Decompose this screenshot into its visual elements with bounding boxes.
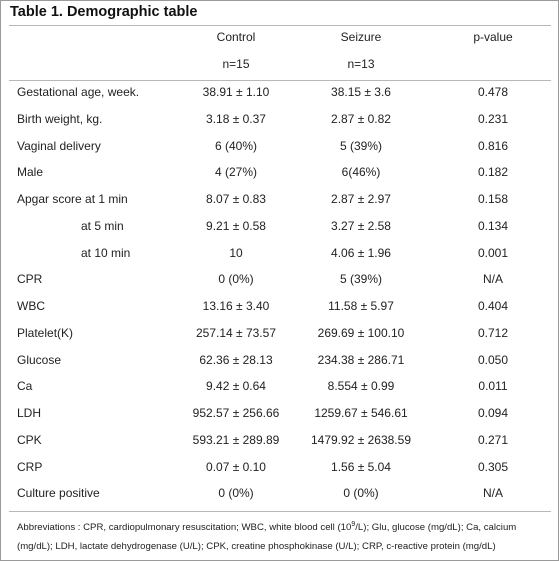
table-row: Vaginal delivery 6 (40%) 5 (39%) 0.816 [1,136,558,156]
seizure-value: 1479.92 ± 2638.59 [310,433,411,447]
row-label: Apgar score at 1 min [17,192,128,206]
p-value: 0.182 [477,165,509,179]
p-value: 0.158 [477,192,509,206]
p-value: 0.134 [477,219,509,233]
p-value: 0.011 [478,379,508,393]
table-row: CPR 0 (0%) 5 (39%) N/A [1,269,558,289]
control-value: 257.14 ± 73.57 [196,326,276,340]
control-value: 4 (27%) [214,165,258,179]
p-value: N/A [482,272,503,286]
abbreviations-text: Abbreviations : CPR, cardiopulmonary res… [17,522,352,534]
p-value: 0.050 [477,353,509,367]
table-row: Culture positive 0 (0%) 0 (0%) N/A [1,483,558,503]
seizure-value: 4.06 ± 1.96 [331,246,391,260]
seizure-value: 11.58 ± 5.97 [328,299,394,313]
control-value: 0 (0%) [218,486,254,500]
p-value: 0.712 [477,326,509,340]
seizure-value: 1.56 ± 5.04 [331,460,391,474]
seizure-value: 234.38 ± 286.71 [317,353,405,367]
p-value: 0.305 [477,460,509,474]
footer-divider [9,511,551,512]
table-row: Birth weight, kg. 3.18 ± 0.37 2.87 ± 0.82 0… [1,109,558,129]
table-row: Ca 9.42 ± 0.64 8.554 ± 0.99 0.011 [1,376,558,396]
row-label: LDH [17,406,42,420]
control-value: 3.18 ± 0.37 [206,112,266,126]
abbreviations-superscript: 9 [351,521,356,528]
header-seizure: Seizure [340,30,382,44]
control-value: 593.21 ± 289.89 [192,433,280,447]
table-row: at 10 min 10 4.06 ± 1.96 0.001 [1,243,558,263]
header-divider [9,80,551,81]
row-label: Ca [17,379,33,393]
row-label: Birth weight, kg. [17,112,103,126]
row-label: Platelet(K) [17,326,74,340]
table-row: Platelet(K) 257.14 ± 73.57 269.69 ± 100.10… [1,323,558,343]
p-value: 0.404 [477,299,509,313]
header-control: Control [216,30,256,44]
seizure-value: 5 (39%) [339,272,383,286]
p-value: N/A [482,486,503,500]
seizure-value: 0 (0%) [343,486,379,500]
control-value: 10 [229,246,243,260]
p-value: 0.094 [477,406,509,420]
abbreviations-text-rest: /L); Glu, glucose (mg/dL); Ca, calcium (… [17,522,517,553]
seizure-value: 2.87 ± 2.97 [331,192,391,206]
row-label: Culture positive [17,486,100,500]
table-row: Glucose 62.36 ± 28.13 234.38 ± 286.71 0.050 [1,350,558,370]
table-row: at 5 min 9.21 ± 0.58 3.27 ± 2.58 0.134 [1,216,558,236]
p-value: 0.271 [477,433,509,447]
seizure-value: 1259.67 ± 546.61 [314,406,408,420]
row-label: Gestational age, week. [17,85,140,99]
row-label: WBC [17,299,45,313]
row-label: Glucose [17,353,62,367]
row-label: CPK [17,433,42,447]
table-row: Male 4 (27%) 6(46%) 0.182 [1,162,558,182]
table-row: Apgar score at 1 min 8.07 ± 0.83 2.87 ± 2.… [1,189,558,209]
table-row: Gestational age, week. 38.91 ± 1.10 38.15 … [1,82,558,102]
p-value: 0.001 [477,246,509,260]
table-title: Table 1. Demographic table [10,4,198,20]
control-value: 13.16 ± 3.40 [202,299,270,313]
control-value: 0.07 ± 0.10 [206,460,266,474]
abbreviations-note: Abbreviations : CPR, cardiopulmonary res… [17,515,552,556]
control-value: 9.42 ± 0.64 [206,379,266,393]
control-value: 952.57 ± 256.66 [192,406,280,420]
header-seizure-n: n=13 [347,57,375,71]
table-row: LDH 952.57 ± 256.66 1259.67 ± 546.61 0.094 [1,403,558,423]
control-value: 62.36 ± 28.13 [199,353,273,367]
control-value: 38.91 ± 1.10 [202,85,270,99]
row-label: at 10 min [81,246,131,260]
seizure-value: 5 (39%) [339,139,383,153]
table-row: WBC 13.16 ± 3.40 11.58 ± 5.97 0.404 [1,296,558,316]
seizure-value: 2.87 ± 0.82 [331,112,391,126]
table-row: CPK 593.21 ± 289.89 1479.92 ± 2638.59 0.271 [1,430,558,450]
seizure-value: 269.69 ± 100.10 [317,326,405,340]
title-divider [9,25,551,26]
row-label: at 5 min [81,219,124,233]
p-value: 0.816 [477,139,509,153]
row-label: Vaginal delivery [17,139,101,153]
seizure-value: 6(46%) [341,165,381,179]
row-label: CRP [17,460,43,474]
seizure-value: 3.27 ± 2.58 [331,219,391,233]
control-value: 6 (40%) [214,139,258,153]
control-value: 0 (0%) [218,272,254,286]
p-value: 0.478 [477,85,509,99]
row-label: CPR [17,272,43,286]
header-pvalue: p-value [473,30,513,44]
control-value: 9.21 ± 0.58 [206,219,266,233]
p-value: 0.231 [477,112,509,126]
seizure-value: 38.15 ± 3.6 [331,85,391,99]
control-value: 8.07 ± 0.83 [206,192,266,206]
header-control-n: n=15 [222,57,250,71]
table-row: CRP 0.07 ± 0.10 1.56 ± 5.04 0.305 [1,457,558,477]
row-label: Male [17,165,44,179]
seizure-value: 8.554 ± 0.99 [327,379,395,393]
